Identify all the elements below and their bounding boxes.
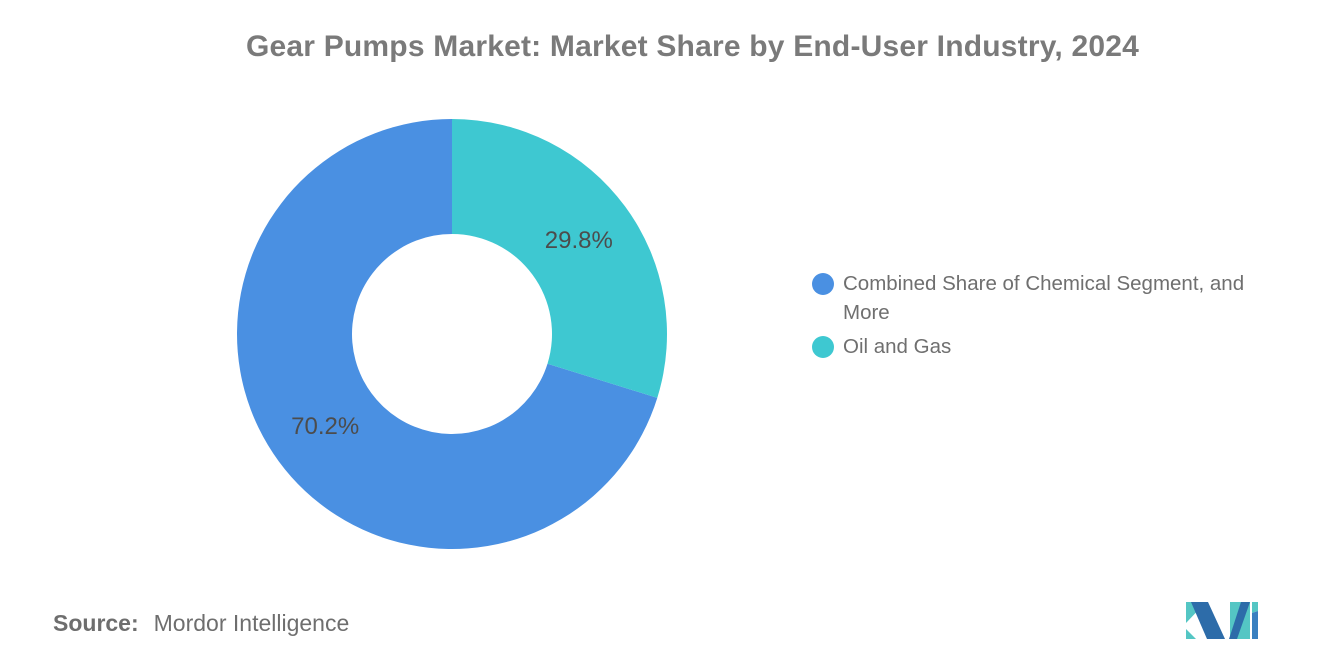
pie-slice-0[interactable] — [237, 119, 658, 549]
mordor-intelligence-logo-icon — [1186, 602, 1258, 639]
logo-shape-teal-bar-top — [1252, 602, 1258, 613]
source-text: Mordor Intelligence — [153, 610, 350, 636]
legend-dot-circle — [812, 273, 834, 295]
logo-shape-blue-bar — [1252, 611, 1258, 639]
source-prefix: Source: — [53, 610, 139, 636]
donut-svg — [237, 119, 667, 549]
logo-shape-blue-diagonal — [1191, 602, 1225, 639]
donut-chart: 70.2% 29.8% — [237, 119, 667, 549]
logo-shape-blue-inner-diagonal — [1229, 602, 1250, 639]
chart-title: Gear Pumps Market: Market Share by End-U… — [245, 30, 1140, 63]
logo-shape-teal-bottom-left — [1186, 629, 1196, 639]
legend-label: Combined Share of Chemical Segment, and … — [843, 272, 1245, 324]
legend-dot-circle — [812, 336, 834, 358]
legend-item-chemical-segment[interactable]: Combined Share of Chemical Segment, and … — [812, 269, 1298, 327]
legend-dot-icon — [812, 336, 834, 358]
slice-label-1: 29.8% — [544, 226, 613, 254]
legend: Combined Share of Chemical Segment, and … — [812, 269, 1298, 366]
pie-slice-1[interactable] — [452, 119, 667, 398]
legend-item-oil-and-gas[interactable]: Oil and Gas — [812, 332, 1298, 361]
legend-dot-icon — [812, 273, 834, 295]
source-line: Source: Mordor Intelligence — [53, 610, 349, 637]
legend-label: Oil and Gas — [843, 335, 952, 358]
slice-label-0: 70.2% — [291, 413, 360, 441]
